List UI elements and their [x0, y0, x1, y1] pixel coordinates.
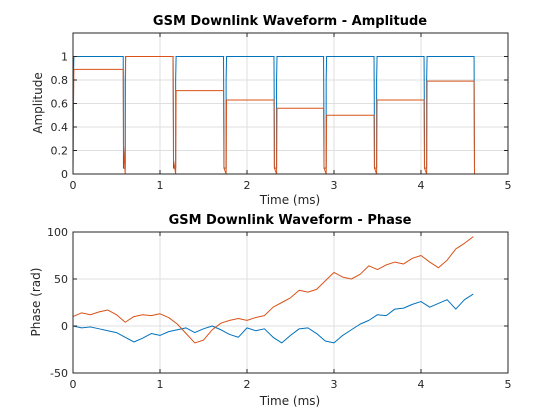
- phase-x-tick-label: 3: [331, 378, 338, 391]
- amplitude-x-tick-label: 5: [505, 179, 512, 192]
- amplitude-y-tick-label: 0.2: [51, 145, 69, 158]
- phase-chart-title: GSM Downlink Waveform - Phase: [169, 213, 412, 228]
- amplitude-y-axis-label: Amplitude: [31, 72, 45, 134]
- amplitude-series-line-2: [73, 56, 475, 174]
- phase-x-tick-label: 1: [157, 378, 164, 391]
- amplitude-y-tick-label: 0.8: [51, 74, 69, 87]
- amplitude-y-tick-label: 0.6: [51, 98, 69, 111]
- phase-y-tick-label: -50: [50, 367, 68, 380]
- phase-y-tick-label: 0: [61, 320, 68, 333]
- phase-x-axis-label: Time (ms): [259, 394, 321, 408]
- amplitude-x-tick-label: 2: [244, 179, 251, 192]
- phase-x-tick-label: 2: [244, 378, 251, 391]
- phase-series-line-2: [73, 236, 474, 344]
- amplitude-y-tick-label: 1: [61, 51, 68, 64]
- amplitude-y-tick-label: 0: [61, 168, 68, 181]
- amplitude-plot: GSM Downlink Waveform - Amplitude Time (…: [31, 14, 512, 207]
- phase-y-tick-label: 100: [47, 226, 68, 239]
- phase-x-tick-label: 4: [418, 378, 425, 391]
- amplitude-x-tick-label: 1: [157, 179, 164, 192]
- phase-y-axis-label: Phase (rad): [29, 268, 43, 337]
- amplitude-x-tick-label: 3: [331, 179, 338, 192]
- phase-x-tick-label: 5: [505, 378, 512, 391]
- phase-plot-area: [73, 232, 508, 373]
- phase-axes-frame: [72, 231, 509, 374]
- amplitude-x-tick-label: 4: [418, 179, 425, 192]
- amplitude-x-axis-label: Time (ms): [259, 193, 321, 207]
- phase-y-tick-label: 50: [54, 273, 68, 286]
- amplitude-y-tick-label: 0.4: [51, 121, 69, 134]
- phase-x-tick-label: 0: [70, 378, 77, 391]
- amplitude-chart-title: GSM Downlink Waveform - Amplitude: [153, 14, 427, 29]
- phase-plot: GSM Downlink Waveform - Phase Time (ms) …: [29, 213, 512, 408]
- phase-series-line-1: [73, 293, 474, 344]
- amplitude-x-tick-label: 0: [70, 179, 77, 192]
